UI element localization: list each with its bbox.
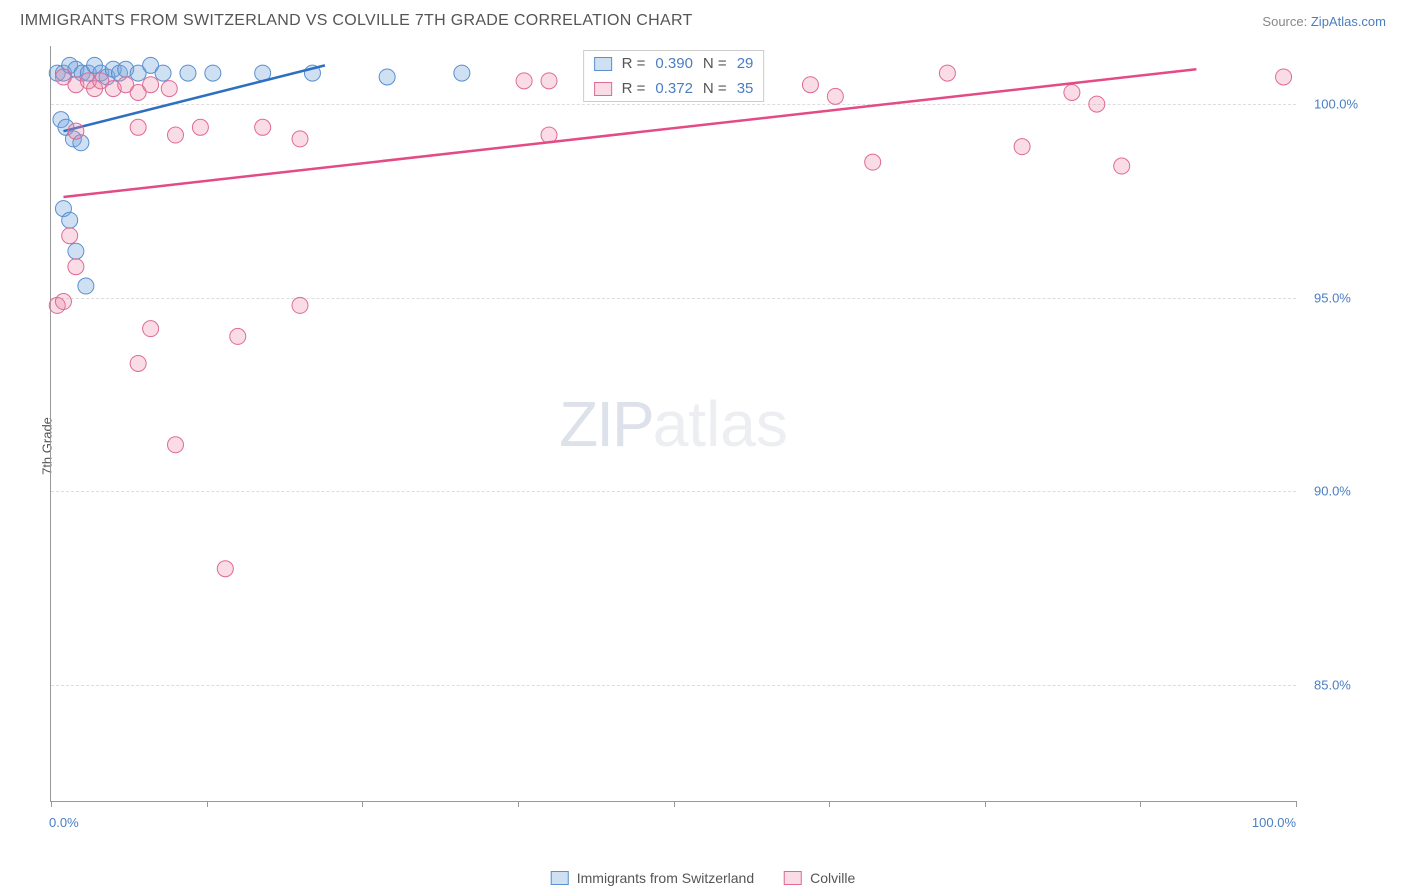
data-point (292, 131, 308, 147)
x-tick (1296, 801, 1297, 807)
y-tick-label: 95.0% (1314, 290, 1351, 305)
series-legend-item: Colville (784, 870, 855, 886)
data-point (255, 119, 271, 135)
source-attribution: Source: ZipAtlas.com (1262, 14, 1386, 29)
chart-area: ZIPatlas R =0.390N =29R =0.372N =35 85.0… (50, 46, 1386, 832)
data-point (68, 243, 84, 259)
data-point (161, 81, 177, 97)
x-tick (985, 801, 986, 807)
legend-n-value: 35 (737, 80, 754, 97)
x-tick (674, 801, 675, 807)
x-tick (829, 801, 830, 807)
chart-title: IMMIGRANTS FROM SWITZERLAND VS COLVILLE … (20, 12, 693, 30)
data-point (168, 127, 184, 143)
data-point (68, 123, 84, 139)
legend-n-value: 29 (737, 55, 754, 72)
x-tick (518, 801, 519, 807)
legend-n-label: N = (703, 55, 727, 72)
data-point (802, 77, 818, 93)
data-point (62, 228, 78, 244)
data-point (143, 321, 159, 337)
x-tick (362, 801, 363, 807)
data-point (1064, 84, 1080, 100)
x-tick-label: 0.0% (49, 815, 79, 830)
legend-swatch (594, 82, 612, 96)
data-point (68, 259, 84, 275)
data-point (379, 69, 395, 85)
x-tick (1140, 801, 1141, 807)
x-tick (51, 801, 52, 807)
data-point (1114, 158, 1130, 174)
plot-svg (51, 46, 1296, 801)
data-point (230, 328, 246, 344)
data-point (168, 437, 184, 453)
data-point (205, 65, 221, 81)
data-point (541, 73, 557, 89)
y-tick-label: 90.0% (1314, 484, 1351, 499)
legend-r-value: 0.390 (655, 55, 693, 72)
data-point (1089, 96, 1105, 112)
series-legend-label: Colville (810, 870, 855, 886)
source-link[interactable]: ZipAtlas.com (1311, 14, 1386, 29)
plot-region: ZIPatlas R =0.390N =29R =0.372N =35 85.0… (50, 46, 1296, 802)
y-tick-label: 100.0% (1314, 97, 1358, 112)
data-point (180, 65, 196, 81)
legend-swatch (784, 871, 802, 885)
data-point (155, 65, 171, 81)
legend-swatch (551, 871, 569, 885)
data-point (292, 297, 308, 313)
data-point (130, 119, 146, 135)
y-tick-label: 85.0% (1314, 677, 1351, 692)
legend-r-value: 0.372 (655, 80, 693, 97)
correlation-legend: R = 0.390 N = 29 R = 0.372 N = 35 (583, 50, 765, 102)
data-point (55, 294, 71, 310)
x-tick (207, 801, 208, 807)
series-legend: Immigrants from Switzerland Colville (551, 870, 856, 886)
data-point (1276, 69, 1292, 85)
source-label: Source: (1262, 14, 1307, 29)
series-legend-item: Immigrants from Switzerland (551, 870, 754, 886)
legend-r-label: R = (622, 55, 646, 72)
legend-r-label: R = (622, 80, 646, 97)
data-point (865, 154, 881, 170)
data-point (516, 73, 532, 89)
data-point (1014, 139, 1030, 155)
data-point (939, 65, 955, 81)
data-point (78, 278, 94, 294)
legend-swatch (594, 57, 612, 71)
data-point (192, 119, 208, 135)
x-tick-label: 100.0% (1252, 815, 1296, 830)
data-point (827, 88, 843, 104)
data-point (62, 212, 78, 228)
legend-n-label: N = (703, 80, 727, 97)
data-point (454, 65, 470, 81)
data-point (217, 561, 233, 577)
data-point (143, 77, 159, 93)
series-legend-label: Immigrants from Switzerland (577, 870, 754, 886)
data-point (130, 355, 146, 371)
legend-row: R = 0.372 N = 35 (584, 76, 764, 101)
legend-row: R = 0.390 N = 29 (584, 51, 764, 76)
